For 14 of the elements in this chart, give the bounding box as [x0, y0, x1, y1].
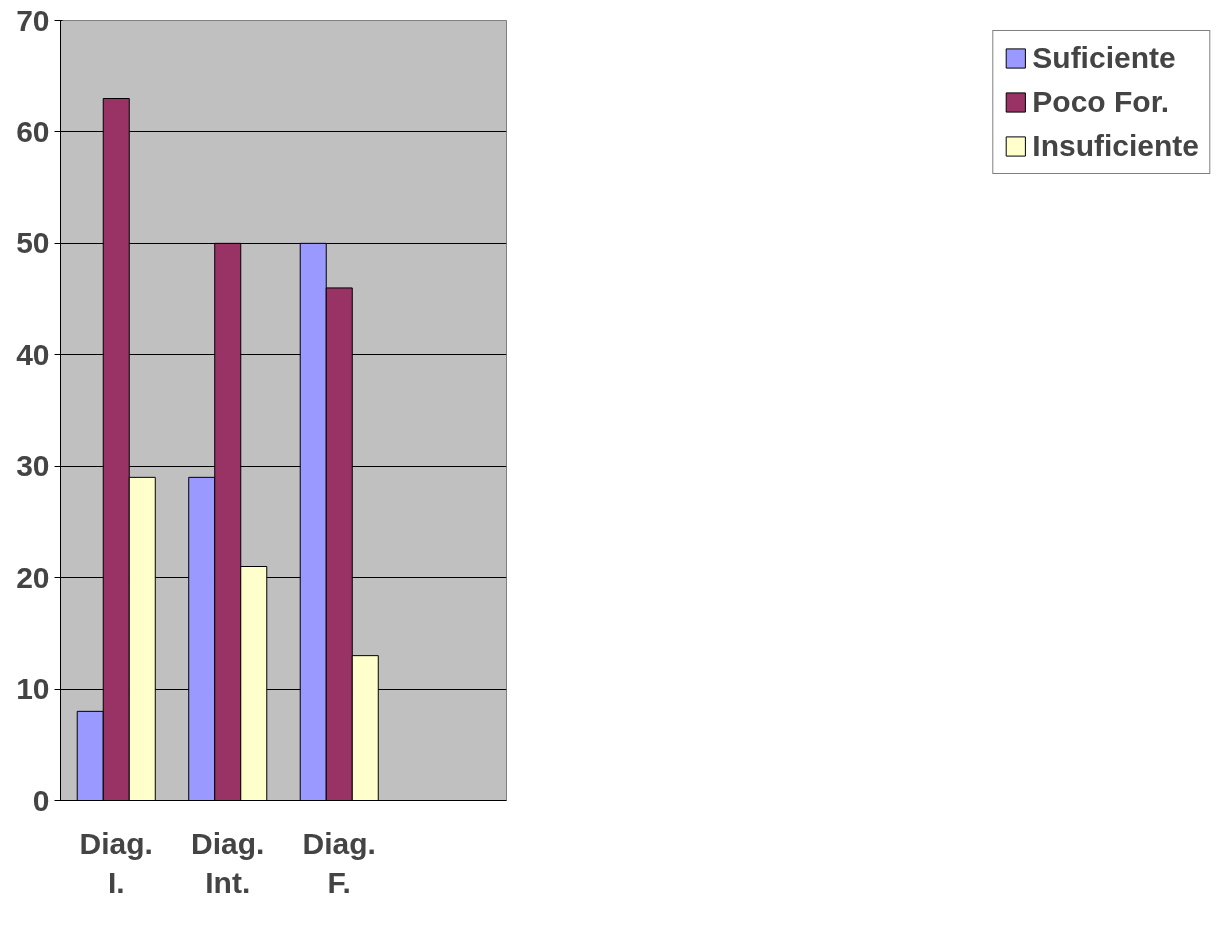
y-tick-label: 40	[16, 337, 50, 371]
y-tick-label: 70	[16, 3, 50, 37]
y-tick-label: 60	[16, 114, 50, 148]
y-tick-label: 50	[16, 226, 50, 260]
y-tick-label: 10	[16, 672, 50, 706]
x-tick-label: Diag. I.	[79, 826, 153, 900]
legend-label: Poco For.	[1032, 85, 1169, 119]
y-tick-label: 0	[32, 783, 50, 817]
legend-label: Insuficiente	[1032, 129, 1199, 163]
y-tick-label: 30	[16, 449, 50, 483]
y-tick-label: 20	[16, 560, 50, 594]
x-tick-label: Diag. Int.	[191, 826, 265, 900]
x-tick-label: Diag. F.	[302, 826, 376, 900]
legend-label: Suficiente	[1032, 41, 1176, 75]
